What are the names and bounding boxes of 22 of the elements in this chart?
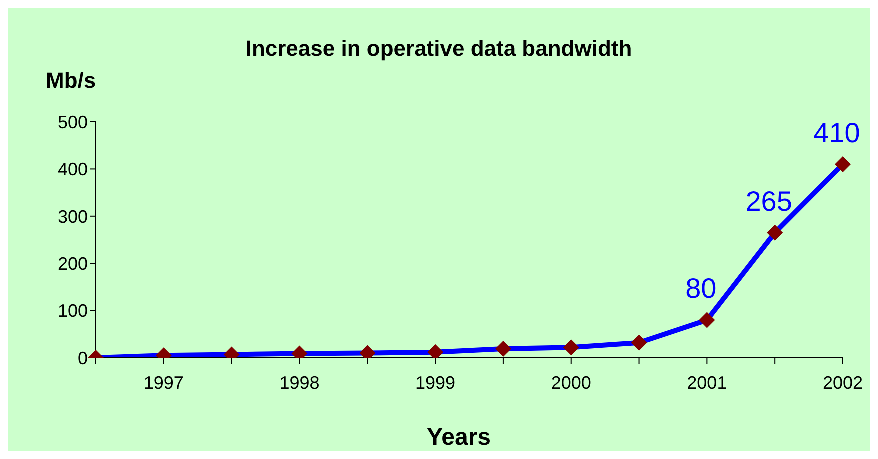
y-tick-label: 400 [58,160,88,180]
data-label: 265 [746,186,792,217]
x-tick-label: 1998 [280,372,320,393]
data-label: 410 [814,117,860,148]
point [835,156,851,172]
y-axis-title: Mb/s [46,68,96,94]
y-tick-label: 100 [58,301,88,322]
x-tick-label: 2001 [687,372,728,393]
y-tick-label: 300 [58,206,88,227]
y-tick-label: 500 [58,112,88,132]
y-tick-label: 0 [78,348,88,368]
point [699,312,716,328]
x-tick-label: 1999 [416,372,456,393]
data-label: 80 [686,273,717,304]
x-tick-label: 1997 [144,372,184,393]
point [631,334,648,351]
point [767,224,784,241]
chart-title: Increase in operative data bandwidth [244,36,634,62]
x-tick-label: 2002 [822,372,864,393]
x-axis-title: Years [426,424,492,452]
x-tick-label: 2000 [551,372,592,393]
y-tick-label: 200 [58,254,88,274]
